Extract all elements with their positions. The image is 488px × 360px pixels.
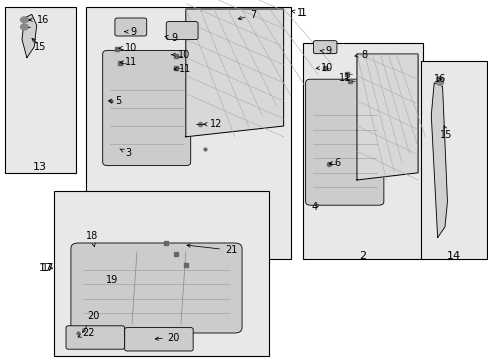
Text: 16: 16 (29, 15, 49, 25)
Text: 21: 21 (186, 244, 237, 255)
Bar (303, 43, 422, 259)
FancyBboxPatch shape (166, 22, 198, 40)
Text: 9: 9 (320, 46, 331, 57)
Circle shape (436, 80, 443, 85)
Text: 8: 8 (354, 50, 366, 60)
Text: 1: 1 (299, 8, 306, 18)
FancyBboxPatch shape (115, 18, 146, 36)
Text: 6: 6 (329, 158, 340, 168)
Text: 19: 19 (105, 275, 118, 285)
FancyBboxPatch shape (66, 326, 124, 349)
FancyBboxPatch shape (71, 243, 242, 333)
Text: 20: 20 (82, 311, 99, 333)
Circle shape (436, 77, 443, 82)
Bar (85, 7, 290, 259)
Circle shape (20, 17, 28, 23)
Text: 18: 18 (85, 231, 98, 247)
Polygon shape (185, 9, 283, 137)
Text: 9: 9 (124, 27, 137, 37)
Text: 2: 2 (359, 251, 366, 261)
Polygon shape (22, 14, 37, 58)
FancyBboxPatch shape (305, 79, 383, 205)
Text: 7: 7 (238, 10, 256, 20)
Text: 1: 1 (291, 8, 303, 18)
FancyBboxPatch shape (102, 50, 190, 166)
Text: 22: 22 (78, 328, 95, 338)
Bar (54, 191, 268, 356)
Text: 9: 9 (164, 33, 177, 43)
Text: 3: 3 (120, 148, 131, 158)
Text: 11: 11 (339, 73, 351, 84)
Text: 11: 11 (174, 64, 190, 74)
Text: 4: 4 (311, 202, 318, 212)
Text: 16: 16 (433, 74, 446, 84)
Circle shape (20, 24, 28, 30)
Text: 12: 12 (203, 119, 222, 129)
Bar (420, 61, 486, 259)
Text: 17: 17 (41, 263, 54, 273)
Text: 14: 14 (446, 251, 460, 261)
Text: 10: 10 (119, 42, 137, 53)
Text: 13: 13 (33, 162, 47, 172)
Polygon shape (430, 83, 447, 238)
Text: 10: 10 (316, 63, 332, 73)
Text: 17: 17 (39, 263, 52, 273)
FancyBboxPatch shape (124, 328, 193, 351)
FancyBboxPatch shape (313, 41, 336, 54)
Bar (5, 7, 76, 173)
Text: 15: 15 (34, 42, 46, 52)
Text: 15: 15 (439, 130, 451, 140)
Polygon shape (356, 54, 417, 180)
Text: 5: 5 (108, 96, 122, 106)
Text: 11: 11 (120, 57, 137, 67)
Text: 20: 20 (155, 333, 180, 343)
Text: 10: 10 (171, 50, 189, 60)
